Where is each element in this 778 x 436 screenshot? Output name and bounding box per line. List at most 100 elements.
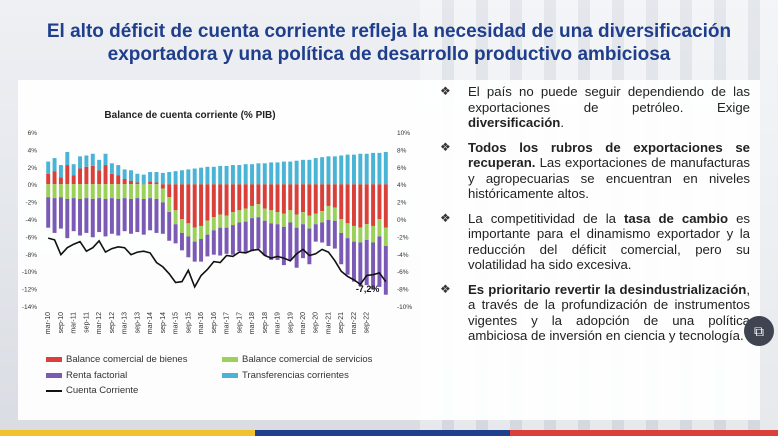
bullet-marker-icon: ❖ <box>440 139 451 154</box>
bullet-item: ❖ El país no puede seguir dependiendo de … <box>440 84 750 131</box>
bar-segment <box>301 224 305 259</box>
x-tick-label: sep-19 <box>287 312 294 334</box>
y-left-tick-label: -12% <box>22 287 37 294</box>
y-left-tick-label: -8% <box>25 252 37 259</box>
bar-segment <box>122 178 127 185</box>
bar-segment <box>218 214 223 228</box>
bar-segment <box>307 184 312 216</box>
bar-segment <box>358 153 363 185</box>
bar-segment <box>173 210 178 225</box>
bar-segment <box>383 227 388 246</box>
bar-segment <box>262 184 267 209</box>
bar-segment <box>129 184 133 199</box>
bar-segment <box>326 156 331 185</box>
bar-segment <box>205 184 210 221</box>
bar-segment <box>377 236 382 287</box>
legend-item-transferencias: Transferencias corrientes <box>222 370 349 381</box>
bullet-text-run: El país no puede seguir dependiendo de l… <box>468 84 750 115</box>
x-tick-label: mar-11 <box>71 312 78 334</box>
bar-segment <box>377 152 382 185</box>
bar-segment <box>339 155 344 185</box>
legend-line-cuenta-corriente <box>46 389 62 392</box>
bar-segment <box>109 184 114 199</box>
x-tick-label: sep-22 <box>364 312 371 334</box>
bullet-text-run: La competitividad de la <box>468 210 625 226</box>
bar-segment <box>46 161 51 174</box>
bar-segment <box>58 177 63 185</box>
bar-segment <box>135 173 140 183</box>
bar-segment <box>301 212 305 225</box>
bar-segment <box>230 212 235 226</box>
bar-segment <box>192 168 197 185</box>
x-tick-label: sep-12 <box>109 312 116 334</box>
bar-segment <box>167 197 172 213</box>
bar-segment <box>58 197 63 229</box>
bar-segment <box>320 211 325 223</box>
bar-segment <box>84 166 89 185</box>
bullet-marker-icon: ❖ <box>440 210 451 225</box>
bar-segment <box>326 219 331 246</box>
bar-segment <box>269 210 274 224</box>
x-tick-label: sep-20 <box>313 312 320 334</box>
bullet-text-run: . <box>560 115 565 130</box>
bar-segment <box>90 153 95 166</box>
bar-segment <box>199 225 204 240</box>
bullet-item: ❖ Es prioritario revertir la desindustria… <box>440 282 750 344</box>
bar-segment <box>97 170 102 185</box>
bar-segment <box>167 172 172 185</box>
bar-segment <box>320 184 325 212</box>
bar-segment <box>97 184 102 199</box>
cuenta-corriente-line <box>47 237 387 289</box>
bar-segment <box>301 184 305 213</box>
bar-segment <box>320 222 325 243</box>
bar-segment <box>116 198 121 236</box>
x-tick-label: sep-10 <box>58 312 65 334</box>
bar-segment <box>179 232 184 251</box>
bar-segment <box>211 230 216 255</box>
bullet-text-bold: diversificación <box>468 115 561 130</box>
bar-segment <box>186 223 191 237</box>
bar-segment <box>383 245 388 295</box>
bar-segment <box>160 188 165 203</box>
legend-item-servicios: Balance comercial de servicios <box>222 354 372 365</box>
legend-label-cuenta-corriente: Cuenta Corriente <box>66 385 139 396</box>
y-right-tick-label: 2% <box>397 200 407 207</box>
bar-segment <box>154 172 159 183</box>
pip-icon[interactable]: ⧉ <box>744 316 774 346</box>
bar-segment <box>218 165 223 185</box>
bar-segment <box>205 220 210 235</box>
bar-segment <box>345 238 350 275</box>
bar-segment <box>160 202 165 234</box>
x-tick-label: mar-15 <box>173 312 180 334</box>
bar-segment <box>275 184 280 213</box>
bullet-text-run: es importante para el dinamismo exportad… <box>468 210 751 273</box>
bar-segment <box>179 184 184 219</box>
bar-segment <box>269 162 274 185</box>
bar-segment <box>256 184 261 205</box>
bar-segment <box>211 184 216 218</box>
bar-segment <box>167 212 172 241</box>
y-left-tick-label: 0% <box>28 182 38 189</box>
bar-segment <box>313 184 318 214</box>
title-line-2: exportadora y una política de desarrollo… <box>107 44 671 65</box>
x-tick-label: mar-19 <box>275 312 282 334</box>
bar-segment <box>281 184 286 214</box>
bar-segment <box>275 224 280 260</box>
bar-segment <box>90 198 95 238</box>
bar-segment <box>218 227 223 256</box>
bar-segment <box>205 234 210 257</box>
bar-segment <box>364 184 369 225</box>
y-right-tick-label: 4% <box>397 182 407 189</box>
bar-segment <box>186 169 191 185</box>
bar-segment <box>90 165 95 185</box>
bar-segment <box>116 184 121 199</box>
bar-segment <box>90 184 95 199</box>
bar-segment <box>262 208 267 221</box>
bar-segment <box>294 184 299 215</box>
bar-segment <box>294 214 299 228</box>
bar-segment <box>199 184 204 226</box>
bar-segment <box>141 198 146 235</box>
bar-segment <box>116 165 121 176</box>
bar-segment <box>288 210 293 223</box>
strip-yellow <box>0 430 255 436</box>
